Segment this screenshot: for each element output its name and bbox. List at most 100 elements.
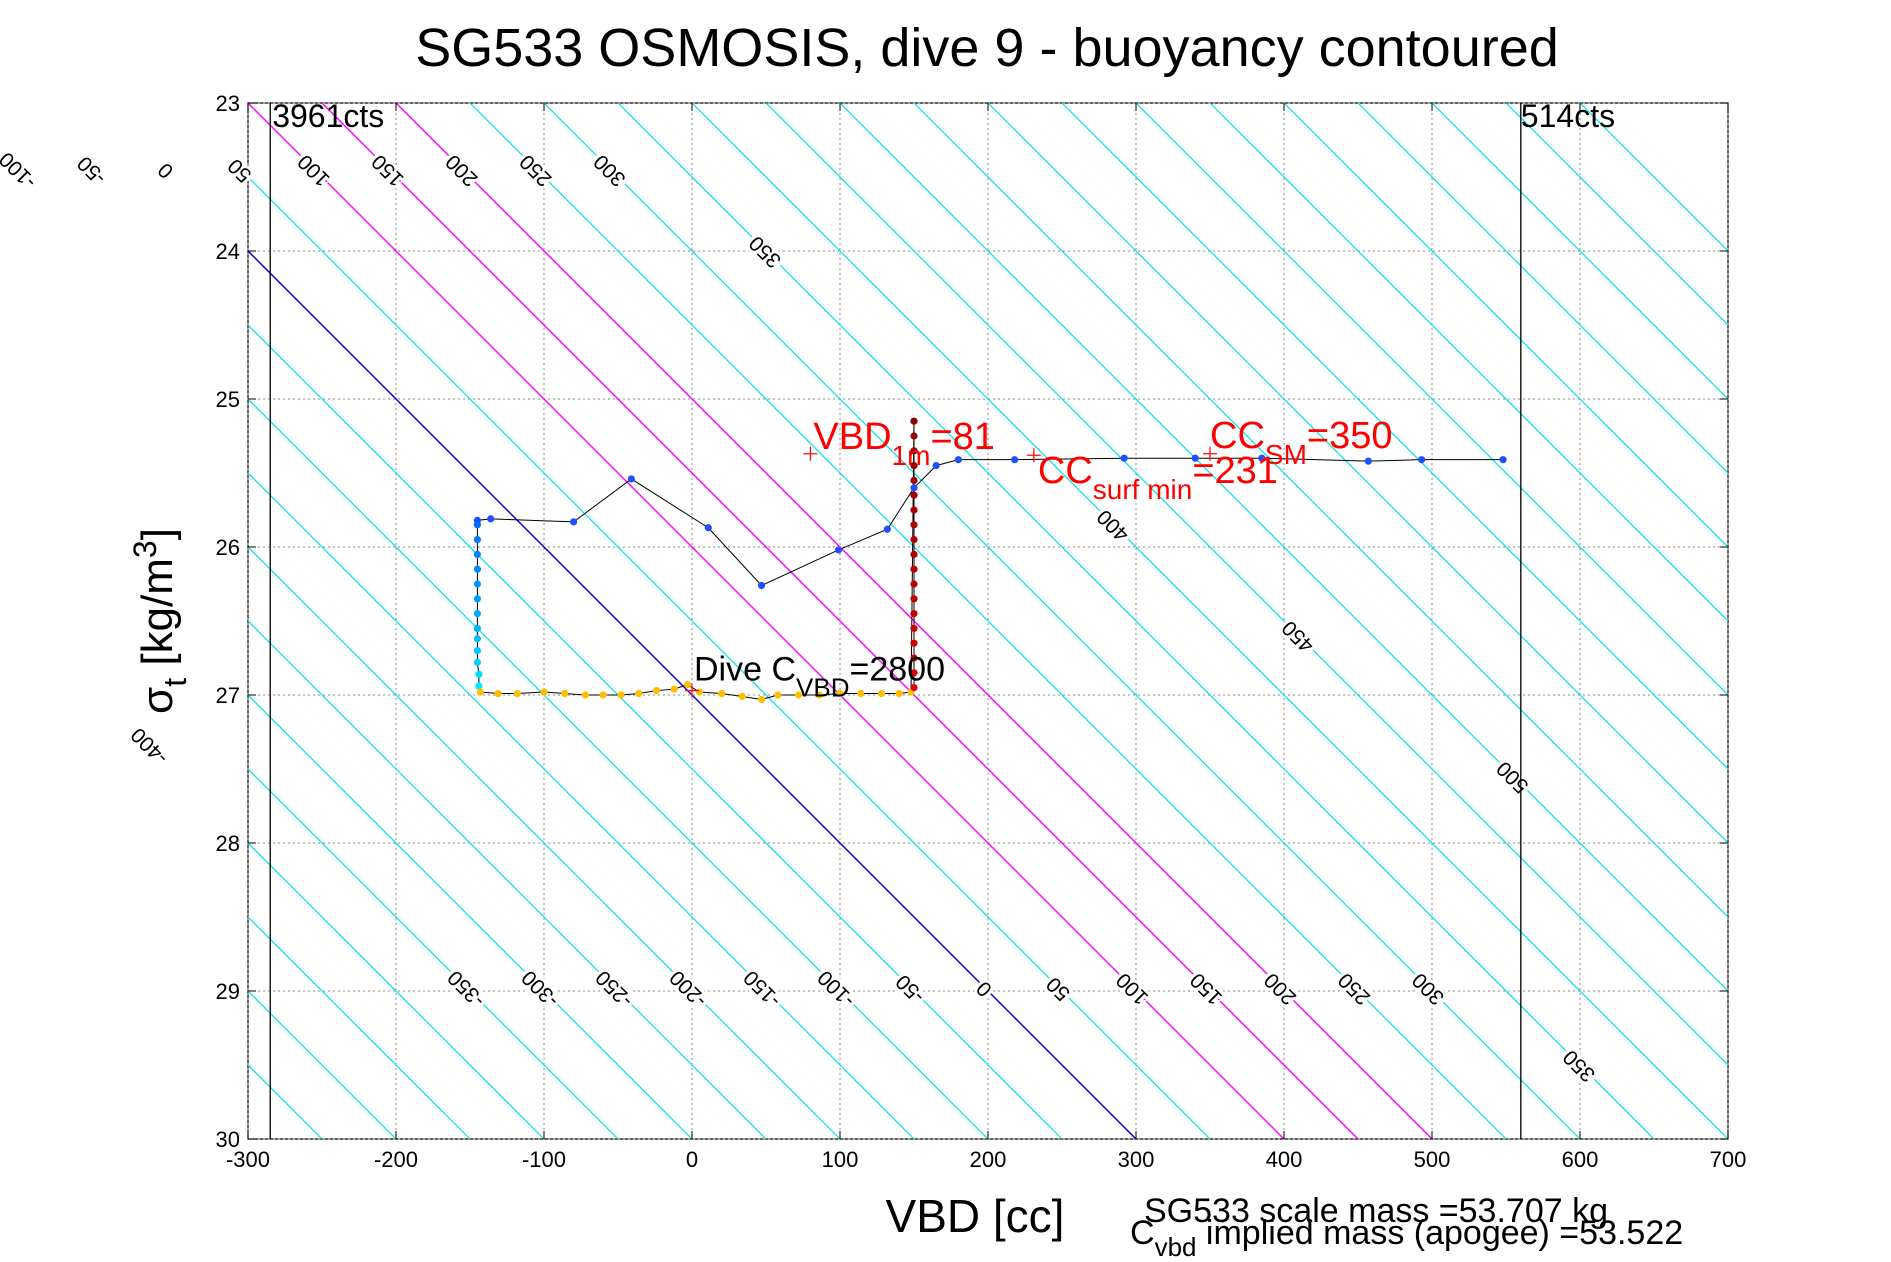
contour-line — [1431, 103, 1728, 400]
y-tick-label: 27 — [216, 683, 240, 708]
data-point — [473, 536, 481, 544]
contour-label: -400 — [127, 723, 173, 769]
y-axis-label-sup: 3 — [127, 540, 163, 558]
data-point — [704, 524, 712, 532]
y-tick-label: 28 — [216, 831, 240, 856]
data-point — [910, 654, 918, 662]
contour-line — [913, 103, 1728, 918]
x-tick-label: 600 — [1562, 1147, 1599, 1172]
data-point — [910, 550, 918, 559]
data-point — [910, 506, 918, 514]
x-tick-label: -100 — [522, 1147, 566, 1172]
dive-series — [473, 417, 1507, 704]
data-point — [857, 689, 865, 698]
annotation-value: =350 — [1307, 415, 1393, 457]
annotation-label: CCSM=350 — [1210, 415, 1392, 470]
x-tick-label: 300 — [1118, 1147, 1155, 1172]
data-point — [473, 595, 481, 603]
data-point — [473, 647, 481, 655]
data-point — [836, 689, 844, 698]
y-axis-label-unit: [kg/m — [133, 558, 182, 678]
y-tick-label: 29 — [216, 979, 240, 1004]
data-point — [883, 525, 891, 533]
vbd-limit-label: 3961cts — [272, 98, 384, 134]
contour-line — [248, 842, 545, 1139]
data-point — [473, 550, 481, 559]
vbd-limit-label: 514cts — [1521, 98, 1615, 134]
x-tick-label: 400 — [1266, 1147, 1303, 1172]
data-point — [834, 546, 843, 554]
data-point — [910, 417, 918, 425]
contour-line — [1283, 103, 1728, 548]
y-tick-label: 26 — [216, 535, 240, 560]
annotation-value: =81 — [930, 416, 994, 458]
scale-mass-text: SG533 scale mass =53.707 kg — [1144, 1192, 1608, 1230]
contour-line — [248, 324, 1063, 1139]
data-point — [757, 581, 766, 590]
data-point — [910, 565, 918, 573]
contour-line — [691, 103, 1728, 1139]
data-point — [1364, 457, 1372, 465]
y-tick-label: 30 — [216, 1127, 240, 1152]
data-point — [475, 670, 483, 678]
data-point — [473, 521, 481, 529]
data-point — [910, 669, 918, 677]
implied-mass-main: C — [1130, 1214, 1155, 1252]
x-tick-label: -200 — [374, 1147, 418, 1172]
data-point — [1011, 456, 1019, 464]
data-point — [473, 565, 481, 573]
contour-line — [248, 694, 693, 1139]
annotation-sub: VBD — [796, 673, 849, 703]
data-point — [473, 635, 481, 643]
data-point — [1418, 456, 1426, 464]
data-point — [910, 639, 918, 647]
data-point — [718, 689, 726, 698]
data-point — [1191, 454, 1199, 462]
data-point — [561, 689, 569, 698]
data-point — [895, 689, 903, 698]
data-point — [910, 536, 918, 544]
y-tick-label: 24 — [216, 239, 240, 264]
data-point — [910, 476, 918, 484]
contour-line — [248, 546, 841, 1139]
data-point — [473, 610, 481, 618]
contour-line — [0, 103, 26, 1139]
contour-line — [543, 103, 1581, 1139]
annotation-sub: surf min — [1093, 474, 1193, 505]
implied-mass-rest: implied mass (apogee) =53.522 — [1196, 1214, 1683, 1252]
data-point — [476, 688, 484, 696]
data-point — [487, 515, 495, 523]
data-point — [910, 684, 918, 692]
data-point — [473, 580, 481, 588]
contour-line — [839, 103, 1728, 992]
y-axis-label-main: σ — [133, 687, 182, 714]
contour-line — [617, 103, 1655, 1139]
annotation-sub: 1m — [892, 440, 931, 471]
implied-mass-sub: vbd — [1155, 1232, 1197, 1262]
x-tick-label: 200 — [970, 1147, 1007, 1172]
contour-line — [1135, 103, 1728, 696]
data-point — [652, 686, 661, 695]
data-point — [473, 658, 481, 667]
data-point — [695, 688, 704, 696]
data-point — [910, 491, 918, 499]
data-point — [475, 682, 483, 690]
contour-line — [248, 250, 1137, 1139]
y-tick-label: 23 — [216, 91, 240, 116]
y-axis-label-sub: t — [157, 678, 193, 687]
data-point — [794, 691, 803, 699]
contour-line — [248, 398, 989, 1139]
x-axis-label: VBD [cc] — [886, 1190, 1065, 1242]
data-point — [581, 691, 590, 699]
annotation-value: =2800 — [850, 651, 946, 689]
data-point — [627, 475, 635, 483]
data-point — [738, 692, 746, 701]
contour-line — [248, 768, 619, 1139]
y-axis-label-close: ] — [133, 528, 182, 540]
data-point — [910, 521, 918, 529]
annotation-main: VBD — [813, 416, 891, 458]
contour-line — [765, 103, 1728, 1066]
x-tick-label: 100 — [822, 1147, 859, 1172]
data-point — [877, 689, 886, 698]
